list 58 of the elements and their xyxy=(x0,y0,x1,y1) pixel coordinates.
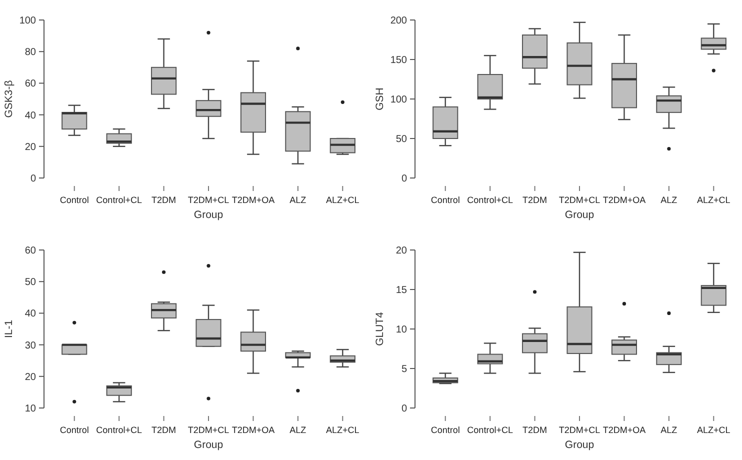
x-tick-label: T2DM+OA xyxy=(602,425,646,435)
x-tick-label: T2DM+OA xyxy=(602,195,646,205)
x-tick-label: ALZ+CL xyxy=(326,425,360,435)
x-tick-label: T2DM+OA xyxy=(232,425,275,435)
y-tick-label: 15 xyxy=(396,285,408,296)
x-tick-label: Control xyxy=(430,425,460,435)
y-axis-title: GLUT4 xyxy=(374,312,386,346)
x-tick-label: ALZ xyxy=(290,425,307,435)
y-tick-label: 0 xyxy=(401,174,408,184)
x-axis-title: Group xyxy=(194,439,224,451)
x-tick-label: T2DM+CL xyxy=(188,195,230,205)
x-axis-title: Group xyxy=(194,209,224,221)
y-tick-label: 60 xyxy=(24,78,36,90)
x-tick-label: ALZ+CL xyxy=(326,195,360,205)
x-tick-label: Control xyxy=(60,425,89,435)
x-tick-label: Control xyxy=(430,195,460,205)
y-tick-label: 200 xyxy=(390,16,408,26)
x-tick-label: ALZ+CL xyxy=(697,425,730,435)
x-tick-label: T2DM+OA xyxy=(232,195,275,205)
y-axis-title: GSH xyxy=(374,88,386,110)
x-tick-label: T2DM xyxy=(522,425,548,435)
x-tick-label: ALZ+CL xyxy=(697,195,730,205)
x-tick-label: T2DM xyxy=(152,425,176,435)
x-tick-label: T2DM xyxy=(522,195,548,205)
y-tick-label: 100 xyxy=(390,94,408,106)
y-tick-label: 20 xyxy=(396,246,408,256)
y-tick-label: 30 xyxy=(24,340,36,352)
x-tick-label: ALZ xyxy=(290,195,307,205)
x-tick-label: T2DM xyxy=(152,195,176,205)
x-tick-label: Control+CL xyxy=(467,195,513,205)
y-axis-title: GSK3-β xyxy=(3,80,15,118)
x-tick-label: ALZ xyxy=(660,195,678,205)
y-tick-label: 0 xyxy=(30,174,36,184)
y-tick-label: 50 xyxy=(396,134,408,145)
x-tick-label: Control xyxy=(60,195,89,205)
x-tick-label: Control+CL xyxy=(96,195,142,205)
y-tick-label: 60 xyxy=(24,246,36,256)
y-tick-label: 0 xyxy=(401,404,408,414)
y-tick-label: 10 xyxy=(24,404,36,414)
y-tick-label: 20 xyxy=(24,372,36,383)
x-tick-label: Control+CL xyxy=(467,425,513,435)
y-tick-label: 150 xyxy=(390,55,408,66)
y-tick-label: 5 xyxy=(401,364,408,375)
y-tick-label: 10 xyxy=(396,324,408,336)
y-tick-label: 40 xyxy=(24,110,36,122)
y-tick-label: 50 xyxy=(24,277,36,288)
x-axis-title: Group xyxy=(564,439,594,451)
y-axis-title: IL-1 xyxy=(3,320,15,338)
y-tick-label: 40 xyxy=(24,308,36,320)
x-tick-label: T2DM+CL xyxy=(558,195,600,205)
y-tick-label: 20 xyxy=(24,142,36,153)
y-tick-label: 100 xyxy=(19,16,36,26)
x-tick-label: ALZ xyxy=(660,425,678,435)
x-tick-label: Control+CL xyxy=(96,425,142,435)
x-tick-label: T2DM+CL xyxy=(558,425,600,435)
x-axis-title: Group xyxy=(564,209,594,221)
y-tick-label: 80 xyxy=(24,47,36,58)
x-tick-label: T2DM+CL xyxy=(188,425,230,435)
